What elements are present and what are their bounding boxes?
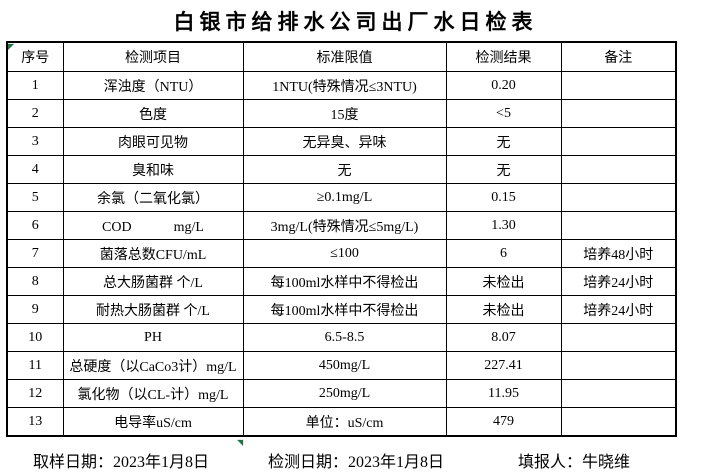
table-cell: 无异臭、异味 [242,127,447,156]
reporter-text: 填报人：牛晓维 [518,454,631,471]
table-cell: ≤100 [242,239,447,268]
table-cell: 臭和味 [62,155,244,184]
table-cell: 1NTU(特殊情况≤3NTU) [242,71,447,100]
table-cell: 浑浊度（NTU） [62,71,244,100]
table-cell [560,407,677,437]
table-cell: 3 [6,127,64,156]
table-row: 5 余氯（二氧化氯） ≥0.1mg/L 0.15 [6,183,677,212]
table-header-row: 序号 检测项目 标准限值 检测结果 备注 [6,41,677,72]
column-header: 备注 [560,41,677,72]
table-cell: 耐热大肠菌群 个/L [62,295,244,324]
table-cell: 6.5-8.5 [242,323,447,352]
table-cell: 电导率uS/cm [62,407,244,437]
table-cell: 无 [445,127,562,156]
column-header: 标准限值 [242,41,447,72]
table-cell: 氯化物（以CL-计）mg/L [62,379,244,408]
table-cell [560,71,677,100]
inspection-table: 序号 检测项目 标准限值 检测结果 备注 1 浑浊度（NTU） 1NTU(特殊情况≤3NTU… [6,41,677,437]
table-cell [560,183,677,212]
table-cell: 10 [6,323,64,352]
table-cell: PH [62,323,244,352]
table-cell: 未检出 [445,267,562,296]
table-cell: 6 [6,211,64,240]
table-cell [560,127,677,156]
table-cell: 培养24小时 [560,267,677,296]
table-cell: 总大肠菌群 个/L [62,267,244,296]
table-cell: 12 [6,379,64,408]
table-cell: 菌落总数CFU/mL [62,239,244,268]
table-cell: 色度 [62,99,244,128]
table-cell: 6 [445,239,562,268]
table-cell: 8.07 [445,323,562,352]
excel-error-indicator-icon: ◥ [237,438,244,447]
table-cell: 无 [445,155,562,184]
column-header: 序号 [6,41,64,72]
table-cell: 11.95 [445,379,562,408]
table-cell: 未检出 [445,295,562,324]
table-cell: 479 [445,407,562,437]
table-cell: 肉眼可见物 [62,127,244,156]
table-row: 10 PH 6.5-8.5 8.07 [6,323,677,352]
table-cell: 0.15 [445,183,562,212]
table-cell: 总硬度（以CaCo3计）mg/L [62,351,244,380]
table-cell: 13 [6,407,64,437]
table-cell [560,351,677,380]
table-row: 7 菌落总数CFU/mL ≤100 6 培养48小时 [6,239,677,268]
table-cell: 余氯（二氧化氯） [62,183,244,212]
table-cell: 4 [6,155,64,184]
table-cell: 11 [6,351,64,380]
page-title: 白银市给排水公司出厂水日检表 [173,10,538,34]
table-cell: 1 [6,71,64,100]
table-cell: COD mg/L [62,211,244,240]
table-row: 3 肉眼可见物 无异臭、异味无 [6,127,677,156]
table-cell: ≥0.1mg/L [242,183,447,212]
table-cell [560,323,677,352]
table-cell: 无 [242,155,447,184]
table-cell: 每100ml水样中不得检出 [242,267,447,296]
table-row: 13 电导率uS/cm 单位：uS/cm 479 [6,407,677,437]
table-row: 1 浑浊度（NTU） 1NTU(特殊情况≤3NTU) 0.20 [6,71,677,100]
column-header: 检测项目 [62,41,244,72]
table-cell: <5 [445,99,562,128]
table-cell: 单位：uS/cm [242,407,447,437]
table-cell [560,211,677,240]
table-cell: 8 [6,267,64,296]
table-cell: 450mg/L [242,351,447,380]
table-cell: 15度 [242,99,447,128]
table-cell: 每100ml水样中不得检出 [242,295,447,324]
table-cell [560,99,677,128]
table-cell: 227.41 [445,351,562,380]
table-cell: 9 [6,295,64,324]
table-cell: 250mg/L [242,379,447,408]
table-row: 12 氯化物（以CL-计）mg/L 250mg/L 11.95 [6,379,677,408]
table-cell: 0.20 [445,71,562,100]
testing-date-text: 检测日期：2023年1月8日 [268,454,445,471]
table-cell: 5 [6,183,64,212]
table-row: 6 COD mg/L 3mg/L(特殊情况≤5mg/L) 1.30 [6,211,677,240]
table-cell [560,379,677,408]
table-row: 8 总大肠菌群 个/L 每100ml水样中不得检出 未检出 培养24小时 [6,267,677,296]
table-cell: 1.30 [445,211,562,240]
column-header: 检测结果 [445,41,562,72]
table-cell: 2 [6,99,64,128]
table-cell: 培养48小时 [560,239,677,268]
table-row: 4 臭和味无无 [6,155,677,184]
table-cell [560,155,677,184]
table-cell: 培养24小时 [560,295,677,324]
sampling-date-text: 取样日期：2023年1月8日 [33,454,210,471]
table-cell: 3mg/L(特殊情况≤5mg/L) [242,211,447,240]
table-cell: 7 [6,239,64,268]
table-row: 2 色度 15度 <5 [6,99,677,128]
table-row: 11 总硬度（以CaCo3计）mg/L 450mg/L 227.41 [6,351,677,380]
table-row: 9 耐热大肠菌群 个/L 每100ml水样中不得检出 未检出 培养24小时 [6,295,677,324]
